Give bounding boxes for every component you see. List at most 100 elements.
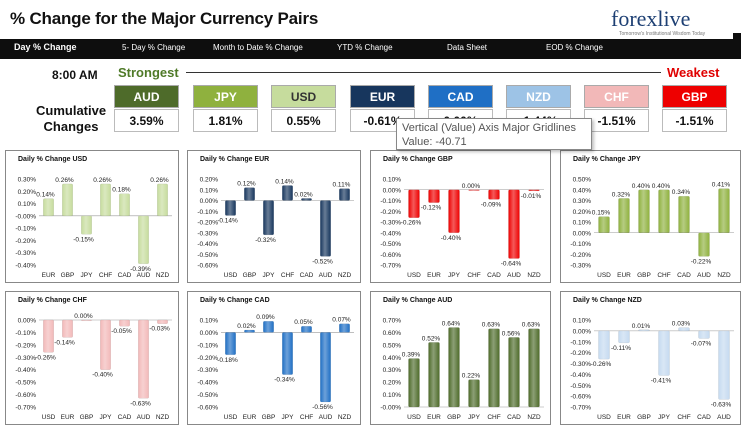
category-label: AUD <box>507 272 521 279</box>
bar-nzd <box>157 183 168 217</box>
tab-ytd-change[interactable]: YTD % Change <box>337 43 393 52</box>
category-label: CHF <box>677 414 690 421</box>
currency-jpy-value: 1.81% <box>193 109 258 132</box>
bar-cad <box>678 196 690 233</box>
bar-cad <box>698 330 710 339</box>
chart-chf[interactable]: Daily % Change CHF 0.00% -0.10% -0.20% -0.30… <box>5 291 179 425</box>
y-tick-label: -0.40% <box>380 230 401 237</box>
bar-cad <box>301 198 312 201</box>
chart-title: Daily % Change JPY <box>573 156 641 163</box>
logo-tagline: Tomorrow's Institutional Wisdom Today <box>619 31 706 37</box>
category-label: NZD <box>338 414 352 421</box>
y-tick-label: -0.30% <box>197 230 218 237</box>
bar-nzd <box>528 189 540 192</box>
chart-cad[interactable]: Daily % Change CAD 0.10% 0.00% -0.10% -0.20%… <box>187 291 361 425</box>
data-label: 0.63% <box>482 322 501 329</box>
bar-chf <box>301 326 312 333</box>
data-label: 0.39% <box>402 352 421 359</box>
chart-jpy[interactable]: Daily % Change JPY 0.50% 0.40% 0.30% 0.20% 0.… <box>560 150 741 283</box>
currency-usd-value: 0.55% <box>271 109 336 132</box>
bar-gbp <box>638 189 650 233</box>
chart-nzd[interactable]: Daily % Change NZD 0.10% 0.00% -0.10% -0.20%… <box>560 291 741 425</box>
bar-eur <box>62 319 73 338</box>
category-label: JPY <box>658 414 671 421</box>
tab-data-sheet[interactable]: Data Sheet <box>447 43 488 52</box>
bar-cad <box>508 337 520 408</box>
chart-eur[interactable]: Daily % Change EUR 0.20% 0.10% 0.00% -0.10% -… <box>187 150 361 283</box>
data-label: 0.07% <box>332 317 351 324</box>
weakest-label: Weakest <box>667 65 720 80</box>
y-tick-label: -0.60% <box>197 405 218 412</box>
data-label: 0.34% <box>672 189 691 196</box>
data-label: 0.32% <box>612 191 631 198</box>
y-tick-label: -0.40% <box>570 372 591 379</box>
chart-gbp[interactable]: Daily % Change GBP 0.10% 0.00% -0.10% -0.20%… <box>370 150 551 283</box>
data-label: 0.01% <box>632 323 651 330</box>
category-label: JPY <box>100 414 113 421</box>
y-tick-label: 0.50% <box>383 342 402 349</box>
tab-eod-change[interactable]: EOD % Change <box>546 43 603 52</box>
y-tick-label: -0.40% <box>15 367 36 374</box>
data-label: -0.41% <box>651 377 672 384</box>
tab-month-to-date-change[interactable]: Month to Date % Change <box>213 43 303 52</box>
data-label: -0.05% <box>111 328 132 335</box>
currency-jpy-box: JPY <box>193 85 258 108</box>
forexlive-logo: forexlive Tomorrow's Institutional Wisdo… <box>611 6 731 40</box>
y-tick-label: 0.10% <box>18 201 37 208</box>
bar-gbp <box>81 319 92 322</box>
category-label: USD <box>597 414 611 421</box>
bar-chf <box>488 328 500 408</box>
bar-nzd <box>718 188 730 233</box>
bar-usd <box>225 200 236 216</box>
data-label: -0.18% <box>217 357 238 364</box>
category-label: JPY <box>282 414 295 421</box>
bar-usd <box>43 319 54 353</box>
page-title: % Change for the Major Currency Pairs <box>10 9 319 28</box>
snapshot-time: 8:00 AM <box>52 68 98 82</box>
chart-canvas: 0.50% 0.40% 0.30% 0.20% 0.10% 0.00% -0.10% -0.2… <box>570 177 734 279</box>
y-tick-label: 0.00% <box>573 328 592 335</box>
chart-canvas: 0.10% 0.00% -0.10% -0.20% -0.30% -0.40% -0.50%… <box>380 177 544 279</box>
tooltip-line-2: Value: -40.71 <box>402 136 467 148</box>
bar-chf <box>468 189 480 191</box>
chart-title: Daily % Change GBP <box>383 156 453 163</box>
bar-cad <box>488 189 500 200</box>
category-label: GBP <box>61 272 75 279</box>
y-tick-label: 0.10% <box>573 318 592 325</box>
data-label: 0.40% <box>652 183 671 190</box>
bar-usd <box>598 216 610 233</box>
category-label: JPY <box>448 272 461 279</box>
y-tick-label: -0.20% <box>197 220 218 227</box>
bar-chf <box>100 183 111 217</box>
category-label: GBP <box>637 414 651 421</box>
data-label: 0.26% <box>55 177 74 184</box>
currency-gbp-value: -1.51% <box>662 109 727 132</box>
y-tick-label: 0.10% <box>383 392 402 399</box>
category-label: USD <box>597 272 611 279</box>
tab-day-change[interactable]: Day % Change <box>14 42 77 52</box>
y-tick-label: -0.60% <box>197 263 218 270</box>
tab-5-day-change[interactable]: 5- Day % Change <box>122 43 186 52</box>
data-label: -0.64% <box>501 261 522 268</box>
tab-bar: Day % Change 5- Day % Change Month to Da… <box>0 39 740 59</box>
data-label: -0.07% <box>691 340 712 347</box>
data-label: 0.00% <box>74 313 93 320</box>
y-tick-label: -0.10% <box>15 330 36 337</box>
data-label: -0.11% <box>611 345 631 352</box>
data-label: -0.40% <box>441 235 462 242</box>
y-tick-label: -0.70% <box>570 405 591 412</box>
bar-eur <box>618 330 630 344</box>
y-tick-label: 0.00% <box>18 318 37 325</box>
y-tick-label: -0.10% <box>570 241 591 248</box>
currency-gbp-box: GBP <box>662 85 727 108</box>
category-label: CAD <box>677 272 691 279</box>
data-label: 0.09% <box>256 314 275 321</box>
data-label: -0.03% <box>149 326 170 333</box>
chart-aud[interactable]: Daily % Change AUD 0.70% 0.60% 0.50% 0.40% 0.… <box>370 291 551 425</box>
y-tick-label: 0.00% <box>200 198 219 205</box>
data-label: -0.09% <box>481 201 502 208</box>
y-tick-label: -0.30% <box>380 220 401 227</box>
y-tick-label: -0.30% <box>197 367 218 374</box>
data-label: 0.56% <box>502 330 521 337</box>
chart-usd[interactable]: Daily % Change USD 0.30% 0.20% 0.10% -0.00% -… <box>5 150 179 283</box>
